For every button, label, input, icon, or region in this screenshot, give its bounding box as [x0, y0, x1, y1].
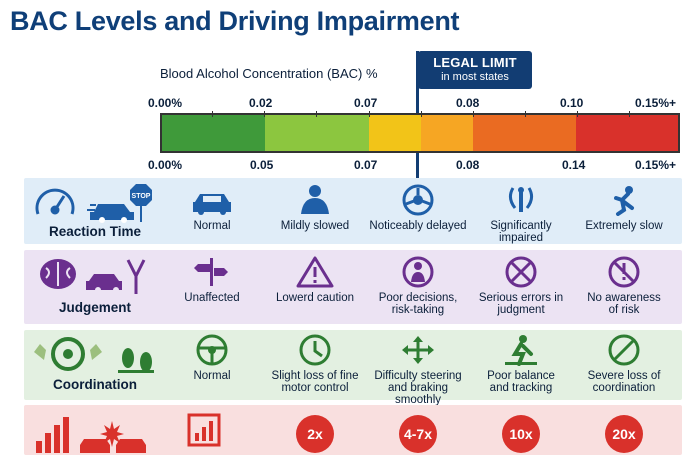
bar-chart-icon [36, 417, 69, 453]
balance-person-icon [505, 335, 537, 366]
crash-risk-row: 2x 4-7x 10x 20x [24, 405, 682, 455]
top-tick-label: 0.07 [354, 96, 378, 110]
no-icon [505, 256, 537, 288]
crash-badge-20x: 20x [571, 415, 677, 453]
judgement-cell-poor: Poor decisions, risk-taking [365, 256, 471, 316]
top-tick-label: 0.00% [148, 96, 183, 110]
stop-sign-icon: STOP [130, 184, 152, 222]
legal-limit-subtitle: in most states [441, 71, 509, 83]
scale-segment-amber [420, 115, 473, 151]
falling-person-icon [614, 186, 634, 216]
top-tick-label: 0.10 [560, 96, 584, 110]
coordination-cell-severe: Severe loss of coordination [571, 334, 677, 394]
prohibited-icon [608, 334, 640, 366]
brain-icon [40, 259, 76, 289]
scale-segment-lightgreen [265, 115, 370, 151]
judgement-row: Judgement Unaffected Lowerd caution Poor… [24, 250, 682, 324]
scale-segment-orange [472, 115, 576, 151]
judgement-cell-serious: Serious errors in judgment [468, 256, 574, 316]
bottom-tick-label: 0.15%+ [635, 158, 677, 172]
chart-icon [187, 413, 221, 447]
direction-sign-icon [194, 258, 228, 286]
crash-badge-10x: 10x [468, 415, 574, 453]
reaction-cell-significant: Significantly impaired [468, 184, 574, 244]
scale-segment-yellow [369, 115, 421, 151]
bac-color-scale [160, 113, 680, 153]
steering-wheel-icon [402, 184, 434, 216]
car-icon [87, 204, 134, 223]
car-icon [86, 274, 122, 293]
crash-badge-4-7x: 4-7x [365, 415, 471, 453]
person-alert-icon [402, 256, 434, 288]
warning-icon [296, 256, 334, 288]
feet-pedals-icon [118, 348, 154, 373]
svg-text:STOP: STOP [132, 193, 151, 200]
steering-wheel-icon [196, 334, 228, 366]
reaction-cell-extreme: Extremely slow [571, 184, 677, 232]
coordination-label: Coordination [53, 377, 137, 392]
scale-segment-green [162, 115, 266, 151]
car-icon [193, 194, 231, 215]
coordination-cell-normal: Normal [159, 334, 265, 382]
bottom-tick-label: 0.00% [148, 158, 183, 172]
coordination-icons [30, 334, 160, 376]
clock-icon [299, 334, 331, 366]
crash-badge-2x: 2x [262, 415, 368, 453]
page-title: BAC Levels and Driving Impairment [10, 6, 460, 36]
top-tick-label: 0.08 [456, 96, 480, 110]
crash-cell-baseline [184, 413, 224, 447]
coordination-cell-balance: Poor balance and tracking [468, 334, 574, 394]
hands-steering-icon [34, 337, 102, 371]
scale-segment-red [575, 115, 678, 151]
crash-cars-icon [80, 421, 146, 453]
bottom-tick-label: 0.07 [354, 158, 378, 172]
top-tick-label: 0.02 [249, 96, 273, 110]
judgement-label: Judgement [58, 300, 131, 315]
bottom-tick-label: 0.05 [250, 158, 274, 172]
wiper-icon [508, 187, 534, 212]
reaction-time-row: STOP Reaction Time Normal Mildly slowed … [24, 178, 682, 244]
judgement-cell-no-awareness: No awareness of risk [571, 256, 677, 316]
no-awareness-icon [608, 256, 640, 288]
bac-scale-label: Blood Alcohol Concentration (BAC) % [160, 66, 378, 81]
bottom-tick-label: 0.14 [562, 158, 586, 172]
legal-limit-callout: LEGAL LIMIT in most states [418, 51, 532, 89]
reaction-time-label: Reaction Time [48, 224, 142, 239]
bottom-tick-label: 0.08 [456, 158, 480, 172]
person-icon [301, 185, 329, 214]
reaction-icons: STOP [32, 182, 162, 224]
reaction-cell-mild: Mildly slowed [262, 184, 368, 232]
coordination-cell-slight: Slight loss of fine motor control [262, 334, 368, 394]
top-tick-label: 0.15%+ [635, 96, 677, 110]
crash-icons [34, 413, 164, 453]
legal-limit-title: LEGAL LIMIT [433, 55, 517, 70]
speedometer-icon [35, 188, 75, 215]
fork-road-icon [126, 259, 146, 294]
judgement-cell-unaffected: Unaffected [159, 256, 265, 304]
reaction-cell-delayed: Noticeably delayed [365, 184, 471, 232]
coordination-cell-difficulty: Difficulty steering and braking smoothly [365, 334, 471, 406]
reaction-cell-normal: Normal [159, 184, 265, 232]
judgement-icons [36, 254, 166, 296]
arrows-icon [402, 336, 434, 364]
coordination-row: Coordination Normal Slight loss of fine … [24, 330, 682, 406]
judgement-cell-caution: Lowerd caution [262, 256, 368, 304]
